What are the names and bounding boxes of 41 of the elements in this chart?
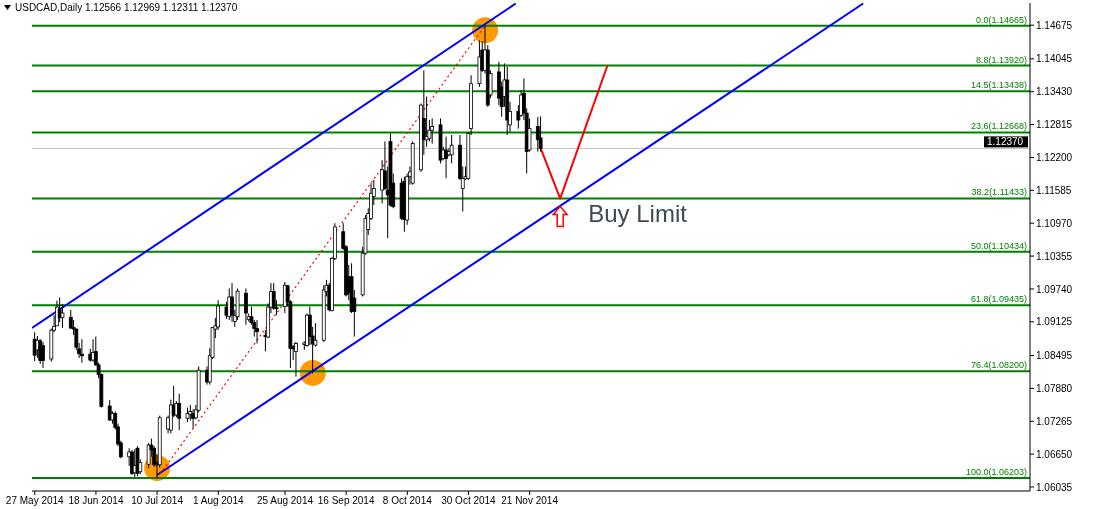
x-tick-label: 25 Aug 2014 <box>256 495 314 507</box>
x-tick-label: 18 Jun 2014 <box>68 495 124 507</box>
x-tick-label: 21 Nov 2014 <box>501 495 559 507</box>
y-tick-label: 1.08495 <box>1036 350 1073 362</box>
chart-title: USDCAD,Daily 1.12566 1.12969 1.12311 1.12370 <box>15 2 238 13</box>
y-tick-label: 1.11585 <box>1036 184 1072 196</box>
y-tick-label: 1.14675 <box>1036 19 1073 31</box>
y-tick-label: 1.09740 <box>1036 283 1073 295</box>
ref-line-label: 38.2(1.11433) <box>971 187 1027 198</box>
ref-line-label: 61.8(1.09435) <box>970 294 1027 305</box>
ref-line-label: 23.6(1.12668) <box>970 121 1027 132</box>
y-tick-label: 1.10970 <box>1036 217 1073 229</box>
candlestick <box>60 303 65 329</box>
x-tick-label: 30 Oct 2014 <box>441 495 497 507</box>
ref-line-label: 0.0(1.14665) <box>975 14 1027 25</box>
ref-line-label: 14.5(1.13438) <box>970 80 1027 91</box>
x-tick-label: 27 May 2014 <box>5 495 65 507</box>
y-tick-label: 1.10355 <box>1036 250 1073 262</box>
y-tick-label: 1.07880 <box>1036 382 1073 394</box>
ref-line-label: 50.0(1.10434) <box>970 240 1027 251</box>
ref-line-label: 8.8(1.13920) <box>975 54 1027 65</box>
y-tick-label: 1.09125 <box>1036 316 1073 328</box>
candlestick <box>538 115 543 153</box>
ref-line-label: 76.4(1.08200) <box>970 360 1027 371</box>
x-tick-label: 16 Sep 2014 <box>317 495 375 507</box>
x-tick-label: 8 Oct 2014 <box>382 495 433 507</box>
y-tick-label: 1.13430 <box>1036 86 1073 98</box>
candlestick <box>41 341 45 369</box>
y-tick-label: 1.14045 <box>1036 53 1073 65</box>
annotation: Buy Limit <box>588 200 688 228</box>
x-tick-label: 1 Aug 2014 <box>192 495 244 507</box>
ref-line-label: 1.12370 <box>987 136 1024 148</box>
y-tick-label: 1.12815 <box>1036 119 1073 131</box>
y-tick-label: 1.06650 <box>1036 448 1073 460</box>
y-tick-label: 1.07265 <box>1036 415 1073 427</box>
ref-line-label: 100.0(1.06203) <box>965 467 1027 478</box>
candlestick <box>80 338 84 364</box>
candlestick <box>535 116 540 153</box>
y-tick-label: 1.12200 <box>1036 152 1073 164</box>
x-tick-label: 10 Jul 2014 <box>131 495 184 507</box>
y-tick-label: 1.06035 <box>1036 481 1073 493</box>
